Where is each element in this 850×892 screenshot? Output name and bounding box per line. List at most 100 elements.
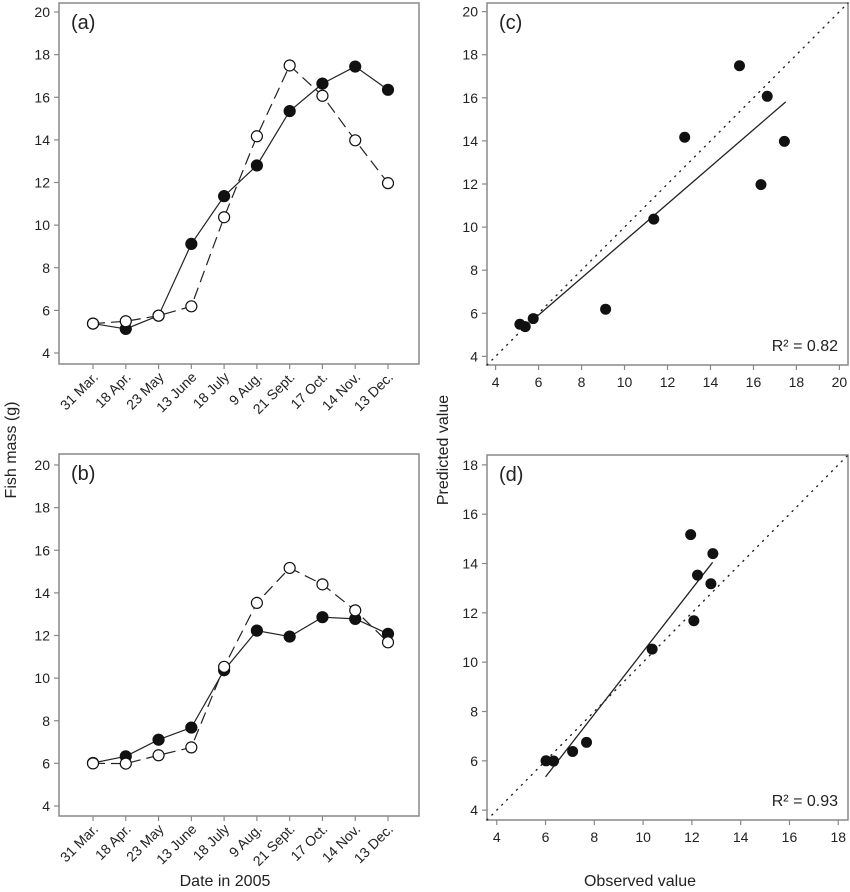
x-tick-label: 31 Mar. xyxy=(57,369,101,413)
y-tick-label: 14 xyxy=(34,585,50,601)
regression-line xyxy=(533,101,787,320)
identity-line xyxy=(486,454,849,821)
y-tick-label: 20 xyxy=(462,4,478,20)
data-point-filled xyxy=(381,83,395,96)
data-point xyxy=(646,643,658,655)
y-tick-label: 12 xyxy=(34,175,50,191)
data-point xyxy=(514,318,526,330)
y-tick-label: 16 xyxy=(34,542,50,558)
x-tick-label: 4 xyxy=(492,374,500,390)
series-line-open xyxy=(92,567,389,765)
y-tick-label: 4 xyxy=(470,348,478,364)
data-point xyxy=(548,755,560,767)
y-axis-label-left: Fish mass (g) xyxy=(3,402,20,499)
y-tick-label: 16 xyxy=(34,89,50,105)
data-point xyxy=(733,60,745,72)
data-point-filled xyxy=(283,105,296,118)
regression-line xyxy=(545,561,714,778)
r-squared-annotation: R² = 0.93 xyxy=(772,793,838,810)
data-point xyxy=(761,90,773,102)
x-tick-label: 20 xyxy=(832,374,848,390)
data-point-open xyxy=(250,596,263,609)
panel-label: (b) xyxy=(71,463,95,485)
data-point xyxy=(705,578,717,590)
data-point-open xyxy=(152,749,165,762)
data-point-open xyxy=(119,315,132,328)
series-line-filled xyxy=(92,616,389,764)
y-axis-label-right: Predicted value xyxy=(435,395,452,505)
y-tick-label: 18 xyxy=(462,457,478,473)
y-tick-label: 20 xyxy=(34,4,50,20)
x-tick-label: 18 xyxy=(830,829,846,845)
data-point-filled xyxy=(185,237,198,250)
y-tick-label: 12 xyxy=(34,628,50,644)
x-tick-label: 14 xyxy=(703,374,719,390)
plot-frame xyxy=(58,2,420,365)
x-tick-label: 14 xyxy=(733,829,749,845)
data-point-open xyxy=(316,578,329,591)
y-tick-label: 16 xyxy=(462,506,478,522)
r-squared-annotation: R² = 0.82 xyxy=(772,338,838,355)
data-point-filled xyxy=(250,159,263,172)
data-point xyxy=(648,213,660,225)
data-point xyxy=(685,529,697,541)
data-point-filled xyxy=(250,624,263,637)
y-tick-label: 6 xyxy=(42,302,50,318)
data-point xyxy=(692,569,704,581)
data-point-open xyxy=(316,89,329,102)
y-tick-label: 8 xyxy=(42,713,50,729)
x-tick-label: 8 xyxy=(590,829,598,845)
data-point-filled xyxy=(152,733,165,746)
y-tick-label: 4 xyxy=(470,802,478,818)
data-point-open xyxy=(218,211,231,224)
x-tick-label: 16 xyxy=(746,374,762,390)
data-point xyxy=(679,131,691,143)
panel-c: 4 6 8 10 12 14 16 18 20 (c) 4 6 8 10 12 14 16 18 20 R² = 0.… xyxy=(462,2,849,390)
y-tick-label: 12 xyxy=(462,176,478,192)
panel-label: (c) xyxy=(499,12,522,34)
data-point-open xyxy=(283,561,296,575)
data-point-filled xyxy=(349,60,362,73)
y-tick-label: 10 xyxy=(462,654,478,670)
data-point-open xyxy=(381,636,395,649)
series-line-filled xyxy=(92,65,389,330)
panel-label: (a) xyxy=(71,12,95,34)
data-point xyxy=(688,615,700,627)
data-point xyxy=(527,313,539,325)
data-point-open xyxy=(86,757,100,770)
y-tick-label: 18 xyxy=(462,47,478,63)
plot-frame xyxy=(486,454,849,821)
x-tick-label: 6 xyxy=(542,829,550,845)
y-tick-label: 4 xyxy=(42,345,50,361)
x-tick-label: 4 xyxy=(493,829,501,845)
data-point xyxy=(581,736,593,748)
y-tick-label: 6 xyxy=(470,305,478,321)
x-tick-label: 6 xyxy=(535,374,543,390)
y-tick-label: 20 xyxy=(34,457,50,473)
data-point-open xyxy=(185,741,198,754)
data-point xyxy=(707,548,719,560)
panel-label: (d) xyxy=(499,464,523,486)
data-point-open xyxy=(349,134,362,147)
data-point-open xyxy=(119,757,132,770)
x-tick-label: 18 xyxy=(789,374,805,390)
y-tick-label: 16 xyxy=(462,90,478,106)
data-point-open xyxy=(86,317,100,330)
x-tick-label: 12 xyxy=(684,829,700,845)
data-point-open xyxy=(185,300,198,313)
y-tick-label: 14 xyxy=(462,556,478,572)
y-tick-label: 6 xyxy=(42,755,50,771)
y-tick-label: 6 xyxy=(470,753,478,769)
y-tick-label: 4 xyxy=(42,798,50,814)
data-point-open xyxy=(283,59,296,72)
data-point xyxy=(755,179,767,191)
y-tick-label: 18 xyxy=(34,47,50,63)
y-tick-label: 14 xyxy=(462,133,478,149)
data-point-filled xyxy=(218,190,231,203)
data-point-filled xyxy=(316,77,329,90)
x-tick-label: 10 xyxy=(635,829,651,845)
identity-line xyxy=(486,2,849,366)
data-point-filled xyxy=(316,611,329,624)
x-axis-label-right: Observed value xyxy=(584,873,696,890)
